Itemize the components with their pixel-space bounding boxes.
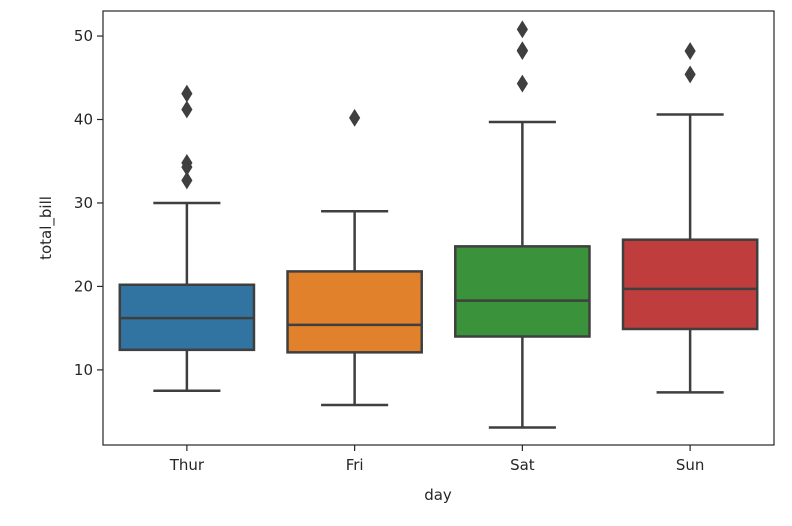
outlier-point [349, 108, 361, 127]
iqr-box [286, 270, 423, 354]
box-group-thur [118, 84, 256, 392]
iqr-box [621, 238, 759, 331]
x-tick-label: Sun [676, 456, 705, 474]
y-tick-label: 10 [74, 361, 93, 379]
iqr-box [454, 245, 591, 338]
x-tick-label: Sat [510, 456, 535, 474]
y-tick-label: 50 [74, 27, 93, 45]
outlier-point [181, 100, 193, 119]
y-tick-label: 30 [74, 194, 93, 212]
outlier-point [516, 20, 528, 39]
plot-area [118, 20, 759, 429]
y-axis-label: total_bill [37, 196, 56, 260]
x-tick-label: Thur [169, 456, 205, 474]
outlier-point [181, 153, 193, 172]
outlier-point [181, 171, 193, 190]
box-group-fri [286, 108, 423, 407]
outlier-point [516, 41, 528, 60]
box-group-sun [621, 42, 759, 394]
x-tick-label: Fri [346, 456, 364, 474]
y-tick-label: 40 [74, 111, 93, 129]
x-axis-label: day [424, 486, 452, 504]
outlier-point [181, 84, 193, 103]
outlier-point [684, 42, 696, 61]
outlier-point [684, 65, 696, 84]
outlier-point [516, 74, 528, 93]
plot-frame [102, 10, 775, 446]
box-group-sat [454, 20, 591, 429]
y-tick-label: 20 [74, 277, 93, 295]
axes: 10 20 30 40 50 Thur Fri Sat Sun [74, 27, 704, 474]
